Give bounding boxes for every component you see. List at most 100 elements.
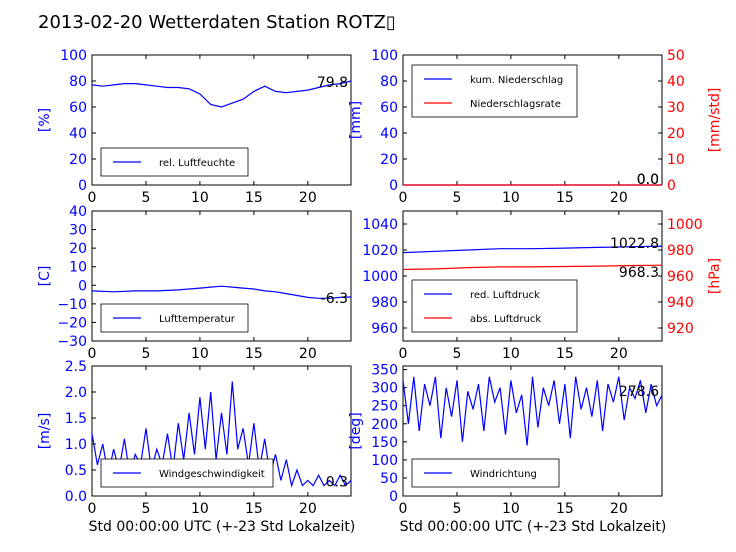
- x-tick-label: 0: [399, 501, 408, 517]
- y-tick-label: 60: [380, 100, 398, 116]
- panel-humidity: 0 5 10 15 20 0 20 40 60 80 100 [%] rel. Luftfeuchte 7…: [37, 48, 352, 206]
- value-annotation: 0.3: [326, 474, 348, 490]
- figure-title: 2013-02-20 Wetterdaten Station ROTZ▯: [38, 12, 396, 33]
- legend-box: [411, 458, 560, 488]
- x-tick-label: 20: [299, 190, 317, 206]
- legend-label: rel. Luftfeuchte: [159, 158, 235, 169]
- y-tick-label: 0.0: [65, 489, 87, 505]
- y-tick-label: 10: [69, 260, 87, 276]
- y-tick-label: 980: [371, 295, 398, 311]
- x-tick-label: 5: [141, 190, 150, 206]
- legend-box: [411, 279, 578, 333]
- x-axis-label-right: Std 00:00:00 UTC (+-23 Std Lokalzeit): [400, 519, 667, 535]
- y-tick-label: 1.5: [65, 411, 87, 427]
- y-axis-label: [m/s]: [37, 413, 53, 450]
- x-tick-label: 0: [399, 190, 408, 206]
- x-tick-label: 15: [556, 501, 574, 517]
- value-annotation: 1022.8: [610, 236, 659, 252]
- panel-temperature: 0 5 10 15 20 −30 −20 −10 0 10 20 30 40 [C] Lufttempera…: [37, 204, 352, 362]
- y2-axis-label: [hPa]: [707, 258, 723, 294]
- series-line-0: [91, 381, 352, 488]
- y2-tick-label: 50: [667, 48, 685, 64]
- y-tick-label: 1040: [362, 217, 398, 233]
- y-tick-label: 0.5: [65, 463, 87, 479]
- y2-tick-label: 40: [667, 74, 685, 90]
- legend-label: Windgeschwindigkeit: [159, 469, 265, 480]
- y-tick-label: 80: [380, 74, 398, 90]
- x-tick-label: 10: [502, 346, 520, 362]
- series-line-0: [402, 376, 663, 446]
- x-tick-label: 10: [191, 501, 209, 517]
- y-tick-label: 960: [371, 321, 398, 337]
- y-tick-label: 350: [371, 363, 398, 379]
- y-tick-label: 20: [69, 152, 87, 168]
- y2-tick-label: 940: [667, 295, 694, 311]
- y-tick-label: 50: [380, 471, 398, 487]
- x-tick-label: 15: [556, 190, 574, 206]
- series-line-0: [91, 80, 352, 108]
- legend-label: abs. Luftdruck: [470, 314, 541, 325]
- y-axis-label: [C]: [37, 266, 53, 287]
- x-tick-label: 15: [245, 190, 263, 206]
- y-tick-label: 40: [69, 204, 87, 220]
- y-tick-label: −10: [57, 297, 87, 313]
- y-tick-label: 100: [60, 48, 87, 64]
- y2-tick-label: 0: [667, 178, 676, 194]
- y-tick-label: 1.0: [65, 437, 87, 453]
- y-tick-label: −30: [57, 334, 87, 350]
- x-tick-label: 20: [610, 190, 628, 206]
- y-tick-label: 1000: [362, 269, 398, 285]
- x-tick-label: 0: [88, 501, 97, 517]
- y2-tick-label: 980: [667, 243, 694, 259]
- y2-axis-label: [mm/std]: [707, 88, 723, 153]
- y-axis-label: [mm]: [348, 101, 364, 139]
- y-tick-label: 30: [69, 223, 87, 239]
- x-axis-label-left: Std 00:00:00 UTC (+-23 Std Lokalzeit): [89, 519, 356, 535]
- y-tick-label: 100: [371, 48, 398, 64]
- x-tick-label: 10: [191, 190, 209, 206]
- y-axis-label: [deg]: [348, 412, 364, 449]
- panel-wind_direction: 0 5 10 15 20050100150200250300350[deg]Windri…: [348, 363, 663, 517]
- y-tick-label: 0: [78, 278, 87, 294]
- x-tick-label: 15: [245, 501, 263, 517]
- series-line-1: [402, 264, 663, 271]
- y-tick-label: 250: [371, 399, 398, 415]
- x-tick-label: 10: [502, 501, 520, 517]
- y-tick-label: 20: [380, 152, 398, 168]
- y-tick-label: 60: [69, 100, 87, 116]
- x-tick-label: 20: [299, 501, 317, 517]
- y-tick-label: 100: [371, 453, 398, 469]
- series-line-0: [402, 245, 663, 254]
- value-annotation: 0.0: [637, 172, 659, 188]
- y2-tick-label: 920: [667, 321, 694, 337]
- y-tick-label: 40: [380, 126, 398, 142]
- value-annotation: 79.8: [317, 75, 348, 91]
- y2-tick-label: 30: [667, 100, 685, 116]
- x-tick-label: 0: [88, 190, 97, 206]
- x-tick-label: 15: [556, 346, 574, 362]
- y-tick-label: 80: [69, 74, 87, 90]
- legend-box: [411, 64, 578, 118]
- x-tick-label: 10: [502, 190, 520, 206]
- x-tick-label: 5: [452, 190, 461, 206]
- panel-precip: 0 5 10 15 20 0 20 40 60 80 100 [mm] 0 10 20 30 40 50 [mm/s…: [348, 48, 723, 206]
- x-tick-label: 5: [141, 501, 150, 517]
- x-tick-label: 5: [452, 501, 461, 517]
- x-tick-label: 20: [610, 501, 628, 517]
- y-tick-label: 2.0: [65, 385, 87, 401]
- y2-tick-label: 960: [667, 269, 694, 285]
- y2-tick-label: 10: [667, 152, 685, 168]
- panel-pressure: 0 5 10 15 20 960 980 1000 1020 1040 920 940 960 980 10…: [362, 210, 723, 362]
- y-tick-label: 20: [69, 241, 87, 257]
- value-annotation: -6.3: [321, 291, 348, 307]
- x-tick-label: 5: [452, 346, 461, 362]
- x-tick-label: 0: [88, 346, 97, 362]
- y-tick-label: 300: [371, 381, 398, 397]
- legend-label: Lufttemperatur: [159, 314, 236, 325]
- x-tick-label: 0: [399, 346, 408, 362]
- legend-label: kum. Niederschlag: [470, 75, 563, 86]
- y-tick-label: 150: [371, 435, 398, 451]
- y-tick-label: 1020: [362, 243, 398, 259]
- x-tick-label: 10: [191, 346, 209, 362]
